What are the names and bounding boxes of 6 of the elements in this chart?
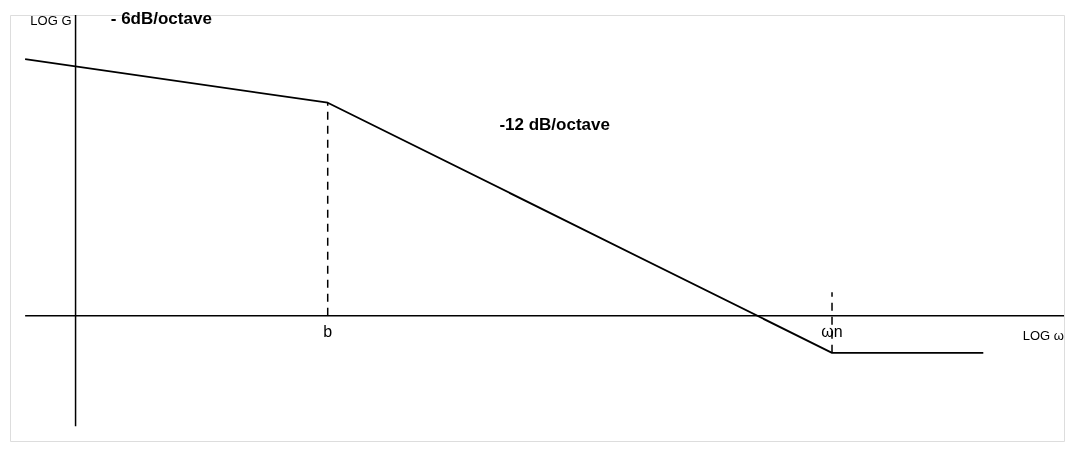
x-tick-label: b [323,322,333,340]
x-axis-title: LOG ω [1022,327,1064,343]
y-axis-title: LOG G [30,13,72,28]
annotation: -12 dB/octave [499,114,610,134]
x-tick-label: ωn [821,322,843,340]
text: - 6dB/octave [110,9,212,29]
